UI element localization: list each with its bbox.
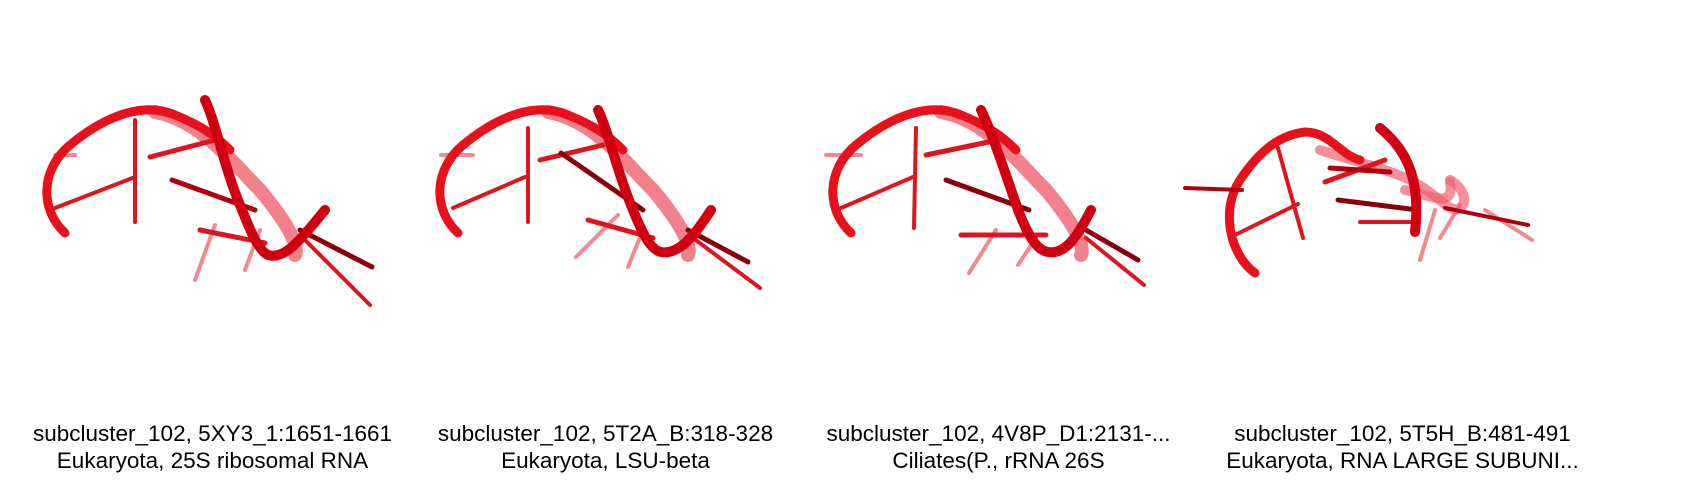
panel-caption-2: subcluster_102, 5T2A_B:318-328 Eukaryota… (393, 420, 818, 474)
structure-panel-4: subcluster_102, 5T5H_B:481-491 Eukaryota… (1160, 0, 1585, 480)
panel-title-2: subcluster_102, 5T2A_B:318-328 (437, 421, 774, 446)
panel-subtitle-1: Eukaryota, 25S ribosomal RNA (56, 448, 369, 473)
panel-caption-1: subcluster_102, 5XY3_1:1651-1661 Eukaryo… (0, 420, 425, 474)
rna-structure-render-3 (824, 105, 1146, 287)
rna-structure-render-1 (42, 95, 375, 307)
rna-structure-render-2 (435, 105, 762, 290)
panel-title-4: subcluster_102, 5T5H_B:481-491 (1234, 421, 1571, 446)
panel-subtitle-2: Eukaryota, LSU-beta (501, 448, 710, 473)
structure-panel-3: subcluster_102, 4V8P_D1:2131-... Ciliate… (786, 0, 1211, 480)
rna-structure-render-4 (1183, 123, 1534, 278)
panel-title-3: subcluster_102, 4V8P_D1:2131-... (826, 421, 1171, 446)
panel-caption-4: subcluster_102, 5T5H_B:481-491 Eukaryota… (1190, 420, 1615, 474)
panel-subtitle-4: Eukaryota, RNA LARGE SUBUNI... (1226, 448, 1579, 473)
structure-panel-2: subcluster_102, 5T2A_B:318-328 Eukaryota… (393, 0, 818, 480)
structure-panel-1: subcluster_102, 5XY3_1:1651-1661 Eukaryo… (0, 0, 425, 480)
panel-subtitle-3: Ciliates(P., rRNA 26S (892, 448, 1105, 473)
panel-caption-3: subcluster_102, 4V8P_D1:2131-... Ciliate… (786, 420, 1211, 474)
panel-title-1: subcluster_102, 5XY3_1:1651-1661 (32, 421, 393, 446)
